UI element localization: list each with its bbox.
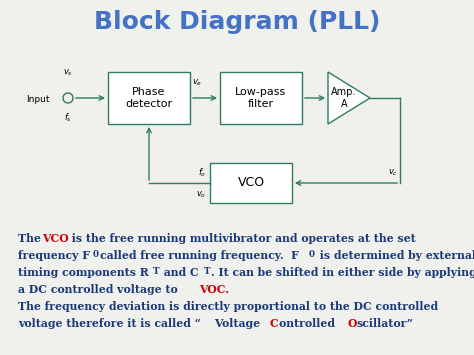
- Text: a DC controlled voltage to: a DC controlled voltage to: [18, 284, 182, 295]
- Text: is the free running multivibrator and operates at the set: is the free running multivibrator and op…: [68, 233, 416, 244]
- Text: VOC.: VOC.: [199, 284, 229, 295]
- Text: Block Diagram (PLL): Block Diagram (PLL): [94, 10, 380, 34]
- Text: $f_o$: $f_o$: [198, 166, 206, 179]
- Text: Phase
detector: Phase detector: [126, 87, 173, 109]
- Text: O: O: [348, 318, 357, 329]
- Text: The frequency deviation is directly proportional to the DC controlled: The frequency deviation is directly prop…: [18, 301, 438, 312]
- FancyBboxPatch shape: [108, 72, 190, 124]
- Text: V: V: [214, 318, 222, 329]
- Text: $f_s$: $f_s$: [64, 112, 72, 125]
- Text: ontrolled: ontrolled: [279, 318, 339, 329]
- Text: oltage: oltage: [222, 318, 264, 329]
- Text: . It can be shifted in either side by applying: . It can be shifted in either side by ap…: [211, 267, 474, 278]
- Text: called free running frequency.  F: called free running frequency. F: [100, 250, 299, 261]
- Text: frequency F: frequency F: [18, 250, 90, 261]
- Text: VCO: VCO: [42, 233, 69, 244]
- Text: Input: Input: [26, 95, 50, 104]
- Text: $v_c$: $v_c$: [388, 168, 398, 178]
- Text: VCO: VCO: [237, 176, 264, 190]
- Text: scillator”: scillator”: [357, 318, 414, 329]
- Text: 0: 0: [309, 250, 315, 259]
- Text: and C: and C: [160, 267, 199, 278]
- Text: The: The: [18, 233, 45, 244]
- Text: $v_e$: $v_e$: [192, 77, 202, 88]
- Text: T: T: [204, 267, 210, 276]
- Text: Low-pass
filter: Low-pass filter: [236, 87, 287, 109]
- Polygon shape: [328, 72, 370, 124]
- Text: $v_o$: $v_o$: [196, 189, 206, 200]
- FancyBboxPatch shape: [210, 163, 292, 203]
- Text: T: T: [153, 267, 160, 276]
- FancyBboxPatch shape: [220, 72, 302, 124]
- Text: 0: 0: [93, 250, 99, 259]
- Text: C: C: [270, 318, 279, 329]
- Text: $v_s$: $v_s$: [63, 67, 73, 78]
- Text: Amp.
A: Amp. A: [331, 87, 357, 109]
- Text: voltage therefore it is called “: voltage therefore it is called “: [18, 318, 201, 329]
- Text: is determined by external: is determined by external: [316, 250, 474, 261]
- Text: timing components R: timing components R: [18, 267, 149, 278]
